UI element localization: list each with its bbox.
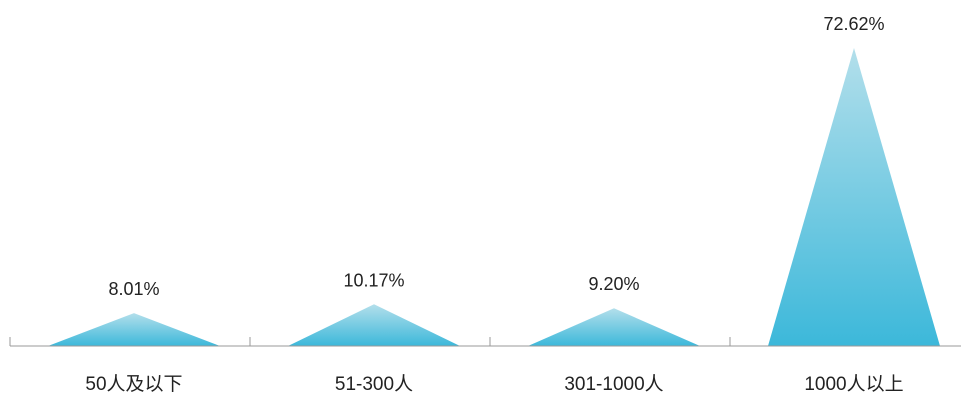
x-tick-label: 301-1000人 bbox=[564, 373, 663, 395]
triangle-bar bbox=[528, 308, 700, 346]
labels-layer: 8.01% 50人及以下 10.17% 51-300人 9.20% 301-1000人 72… bbox=[85, 14, 903, 395]
data-label: 72.62% bbox=[823, 14, 884, 34]
x-axis bbox=[9, 337, 961, 347]
triangle-bar bbox=[288, 304, 460, 346]
data-label: 9.20% bbox=[588, 274, 639, 294]
x-tick-label: 51-300人 bbox=[335, 373, 413, 395]
bars-layer bbox=[48, 48, 940, 346]
x-tick-label: 50人及以下 bbox=[85, 373, 182, 395]
triangle-bar bbox=[768, 48, 940, 346]
data-label: 8.01% bbox=[108, 279, 159, 299]
triangle-bar bbox=[48, 313, 220, 346]
x-tick-label: 1000人以上 bbox=[804, 373, 903, 395]
data-label: 10.17% bbox=[343, 270, 404, 290]
